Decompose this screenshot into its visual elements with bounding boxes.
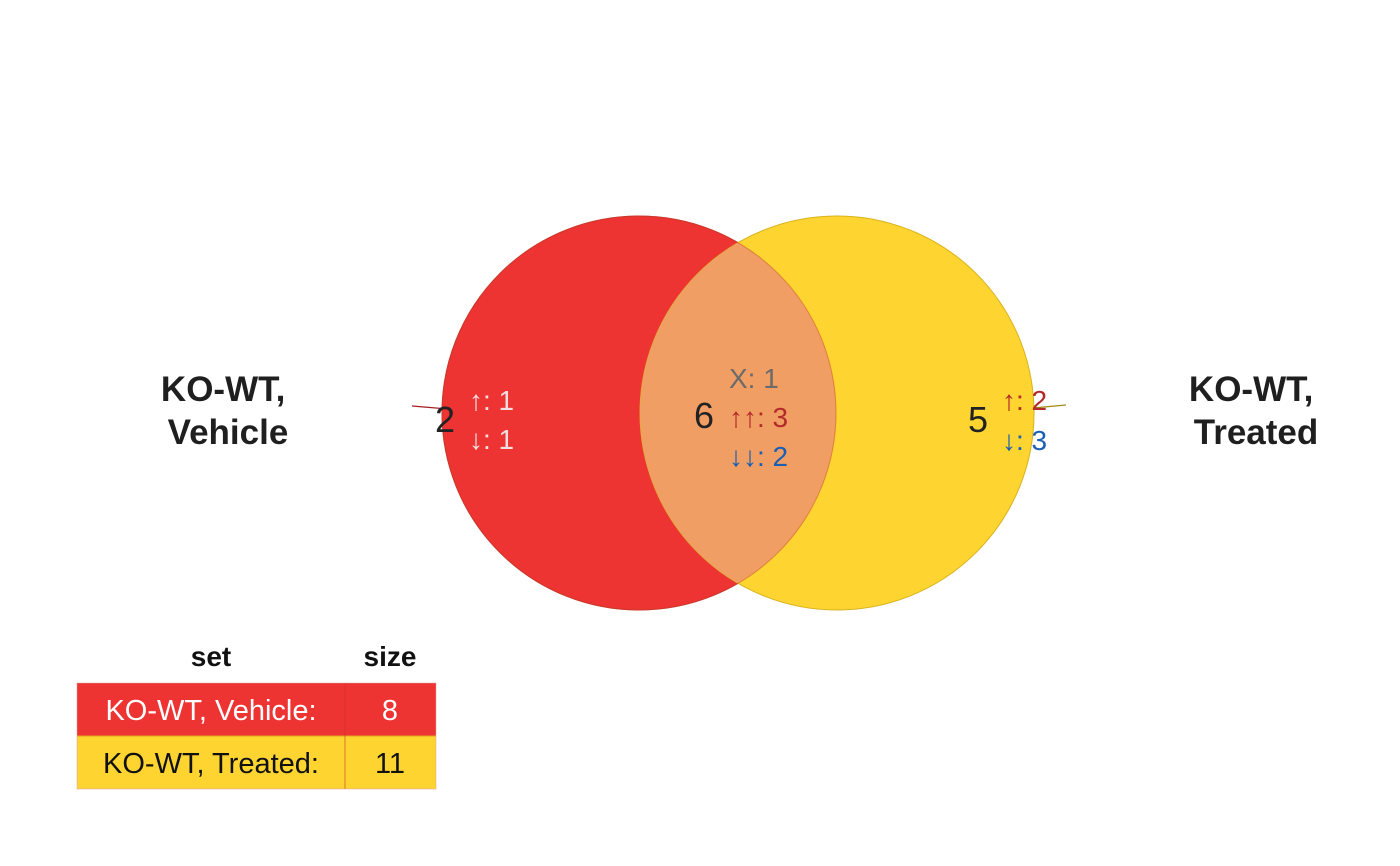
leader-line-treated bbox=[1032, 404, 1067, 409]
overlap-region bbox=[640, 216, 836, 610]
table-row-treated bbox=[77, 736, 436, 789]
region-down-vehicle-only: ↓: 1 bbox=[469, 424, 514, 455]
region-count-vehicle-only: 2 bbox=[435, 399, 455, 440]
region-up-treated-only: ↑: 2 bbox=[1002, 385, 1047, 416]
table-cell-set-treated: KO-WT, Treated: bbox=[103, 748, 319, 780]
overlap-outline-left bbox=[441, 215, 837, 611]
table-header-set: set bbox=[191, 641, 231, 672]
region-down-both: ↓↓: 2 bbox=[729, 441, 788, 472]
set-label-vehicle: KO-WT, Vehicle bbox=[161, 370, 295, 452]
region-count-both: 6 bbox=[694, 395, 714, 436]
region-down-treated-only: ↓: 3 bbox=[1002, 425, 1047, 456]
region-up-vehicle-only: ↑: 1 bbox=[469, 385, 514, 416]
set-size-table: set size KO-WT, Vehicle: 8 KO-WT, Treate… bbox=[76, 641, 437, 790]
set-label-treated: KO-WT, Treated bbox=[1189, 370, 1323, 452]
region-up-both: ↑↑: 3 bbox=[729, 402, 788, 433]
leader-line-vehicle bbox=[411, 405, 449, 410]
table-header-size: size bbox=[364, 641, 417, 672]
table-cell-set-vehicle: KO-WT, Vehicle: bbox=[105, 695, 316, 727]
table-cell-size-treated: 11 bbox=[375, 748, 405, 780]
table-row-vehicle bbox=[77, 683, 436, 736]
table-cell-size-vehicle: 8 bbox=[382, 695, 398, 727]
table-border bbox=[76, 682, 437, 790]
region-mixed-both: X: 1 bbox=[729, 363, 779, 394]
region-count-treated-only: 5 bbox=[968, 399, 988, 440]
